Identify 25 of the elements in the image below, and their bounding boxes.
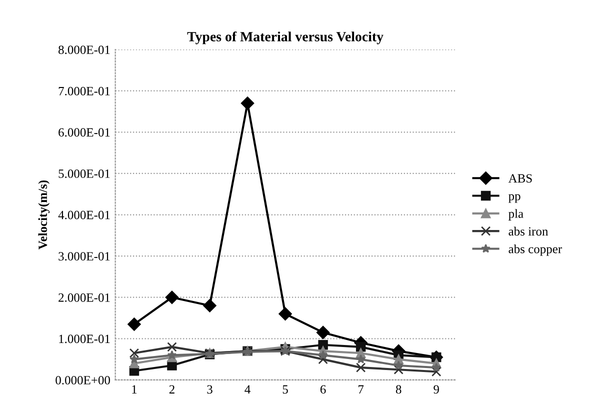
legend-label: pla (508, 209, 524, 220)
y-tick-label: 6.000E-01 (58, 128, 110, 137)
x-tick-label: 3 (207, 385, 212, 394)
y-tick-label: 1.000E-01 (59, 334, 110, 344)
x-tick-label: 7 (358, 385, 364, 394)
x-tick-label: 6 (320, 385, 326, 394)
x-tick-label: 8 (396, 385, 402, 394)
y-tick-label: 0.000E+00 (56, 376, 110, 384)
legend-label: abs copper (508, 244, 562, 256)
legend-label: abs iron (508, 226, 548, 236)
x-tick-label: 4 (244, 385, 250, 394)
legend-label: pp (508, 194, 520, 203)
y-tick-label: 8.000E-01 (58, 46, 110, 54)
y-axis-title: Velocity(m/s) (38, 180, 50, 250)
y-tick-label: 4.000E-01 (58, 210, 110, 220)
x-tick-label: 2 (169, 385, 174, 394)
y-tick-label: 5.000E-01 (58, 169, 110, 178)
x-tick-label: 1 (132, 385, 137, 394)
chart-title: Types of Material versus Velocity (187, 31, 384, 44)
x-tick-label: 5 (282, 385, 288, 394)
y-tick-label: 7.000E-01 (58, 86, 110, 96)
y-tick-label: 3.000E-01 (58, 252, 110, 261)
y-tick-label: 2.000E-01 (58, 293, 110, 302)
x-tick-label: 9 (434, 385, 439, 394)
legend-label: ABS (508, 174, 532, 183)
